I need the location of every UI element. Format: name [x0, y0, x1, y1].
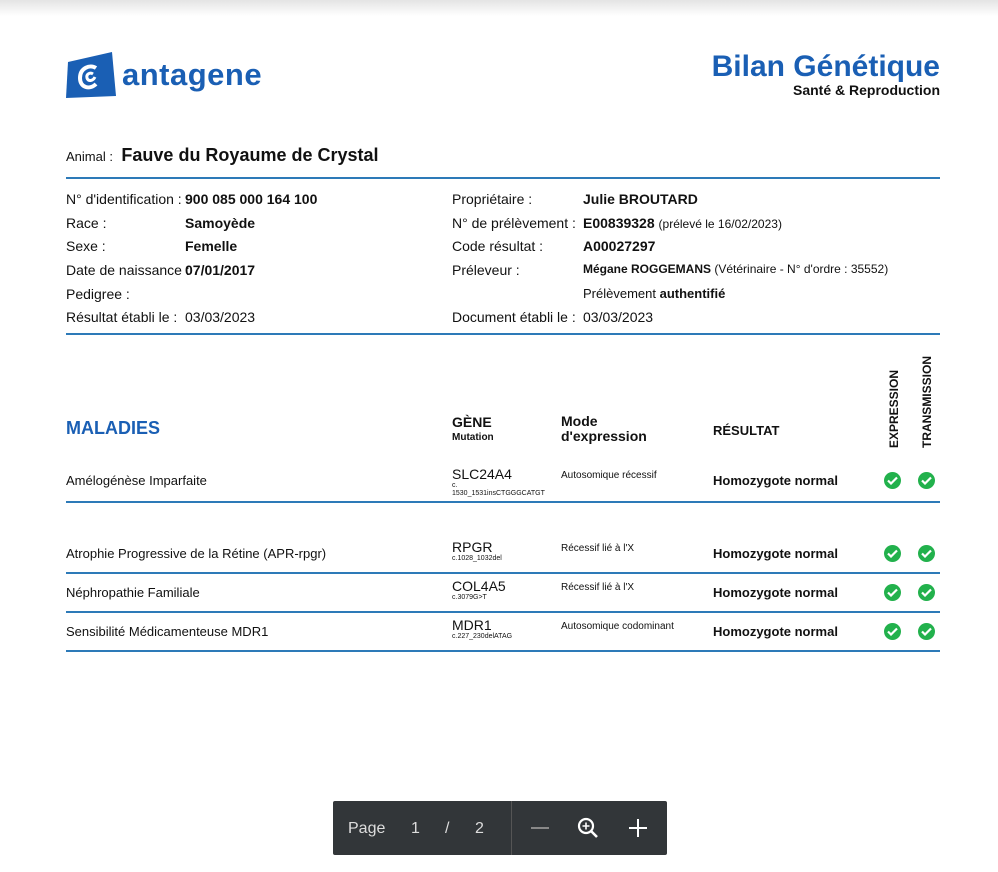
zoom-in-button[interactable] [621, 801, 655, 855]
row-divider [66, 650, 940, 652]
expression-check-icon [884, 545, 901, 562]
transmission-check-icon [918, 623, 935, 640]
expression-check-icon [884, 472, 901, 489]
expression-mode: Récessif lié à l'X [561, 543, 635, 554]
animal-label: Animal : [66, 149, 113, 164]
fit-zoom-button[interactable] [571, 801, 605, 855]
info-label: Date de naissance : [66, 262, 190, 278]
transmission-check-icon [918, 472, 935, 489]
info-value: 900 085 000 164 100 [185, 191, 318, 207]
pdf-toolbar: Page 1 / 2 [333, 801, 667, 855]
logo-text: antagene [122, 57, 263, 92]
result: Homozygote normal [713, 473, 838, 488]
page-separator: / [445, 820, 450, 837]
transmission-check-icon [918, 545, 935, 562]
info-value: 03/03/2023 [185, 309, 256, 325]
result: Homozygote normal [713, 624, 838, 639]
current-page[interactable]: 1 [411, 820, 420, 837]
row-divider [66, 501, 940, 503]
divider [66, 177, 940, 179]
disease-name: Atrophie Progressive de la Rétine (APR-r… [66, 546, 327, 561]
expression-header: EXPRESSION [887, 370, 901, 449]
transmission-check-icon [918, 584, 935, 601]
result-header: RÉSULTAT [713, 423, 780, 438]
mutation: c.1028_1032del [452, 555, 502, 562]
plus-icon [629, 819, 647, 837]
owner-label: Propriétaire : [452, 191, 533, 207]
auth-line: Prélèvement authentifié [583, 286, 725, 301]
zoom-out-button[interactable] [523, 801, 557, 855]
expression-mode: Récessif lié à l'X [561, 582, 635, 593]
antagene-logo: antagene [66, 52, 262, 98]
row-divider [66, 572, 940, 574]
info-label: Race : [66, 215, 107, 231]
top-shadow [0, 0, 998, 16]
auth-prefix: Prélèvement [583, 286, 656, 301]
sample-note: (prélevé le 16/02/2023) [658, 217, 782, 231]
zoom-search-icon [577, 817, 598, 838]
gene-name: SLC24A4 [452, 466, 512, 482]
transmission-header: TRANSMISSION [920, 356, 934, 449]
expression-mode: Autosomique codominant [561, 621, 674, 632]
collector-note: (Vétérinaire - N° d'ordre : 35552) [714, 262, 889, 276]
sample-label: N° de prélèvement : [452, 215, 576, 231]
mode-header: Mode d'expression [561, 413, 647, 444]
expression-check-icon [884, 584, 901, 601]
animal-name: Fauve du Royaume de Crystal [121, 145, 379, 165]
section-title: MALADIES [66, 418, 160, 438]
document-title: Bilan Génétique Santé & Reproduction [712, 50, 940, 98]
expression-check-icon [884, 623, 901, 640]
animal-line: Animal : Fauve du Royaume de Crystal [66, 145, 379, 166]
disease-name: Amélogénèse Imparfaite [66, 473, 207, 488]
total-pages: 2 [475, 820, 484, 837]
gene-name: RPGR [452, 539, 493, 555]
info-label: Sexe : [66, 238, 106, 254]
mutation: c.3079G>T [452, 594, 487, 601]
owner-value: Julie BROUTARD [583, 191, 698, 207]
info-value: 07/01/2017 [185, 262, 256, 278]
code-value: A00027297 [583, 238, 656, 254]
toolbar-divider [511, 801, 512, 855]
page-label: Page [348, 820, 386, 837]
info-label: Résultat établi le : [66, 309, 178, 325]
gene-header: GÈNE [452, 414, 492, 430]
mutation: c. 1530_1531insCTGGGCATGT [452, 482, 545, 497]
doc-date: 03/03/2023 [583, 309, 654, 325]
gene-name: MDR1 [452, 617, 492, 633]
row-divider [66, 611, 940, 613]
sample-value: E00839328 (prélevé le 16/02/2023) [583, 215, 782, 231]
disease-name: Néphropathie Familiale [66, 585, 200, 600]
expression-mode: Autosomique récessif [561, 470, 657, 481]
gene-name: COL4A5 [452, 578, 506, 594]
info-value: Samoyède [185, 215, 256, 231]
antagene-logo-icon [66, 52, 116, 98]
mutation: c.227_230delATAG [452, 633, 513, 640]
result: Homozygote normal [713, 546, 838, 561]
info-label: Pedigree : [66, 286, 130, 302]
collector-value: Mégane ROGGEMANS (Vétérinaire - N° d'ord… [583, 262, 888, 276]
divider [66, 333, 940, 335]
info-value: Femelle [185, 238, 238, 254]
collector-label: Préleveur : [452, 262, 520, 278]
collector-name: Mégane ROGGEMANS [583, 262, 712, 276]
code-label: Code résultat : [452, 238, 544, 254]
sample-number: E00839328 [583, 215, 655, 231]
minus-icon [531, 827, 549, 829]
subtitle: Santé & Reproduction [792, 82, 940, 98]
disease-name: Sensibilité Médicamenteuse MDR1 [66, 624, 269, 639]
mutation-header: Mutation [452, 432, 494, 443]
result: Homozygote normal [713, 585, 838, 600]
title: Bilan Génétique [711, 50, 940, 83]
info-label: N° d'identification : [66, 191, 182, 207]
auth-value: authentifié [659, 286, 726, 301]
doc-label: Document établi le : [452, 309, 576, 325]
